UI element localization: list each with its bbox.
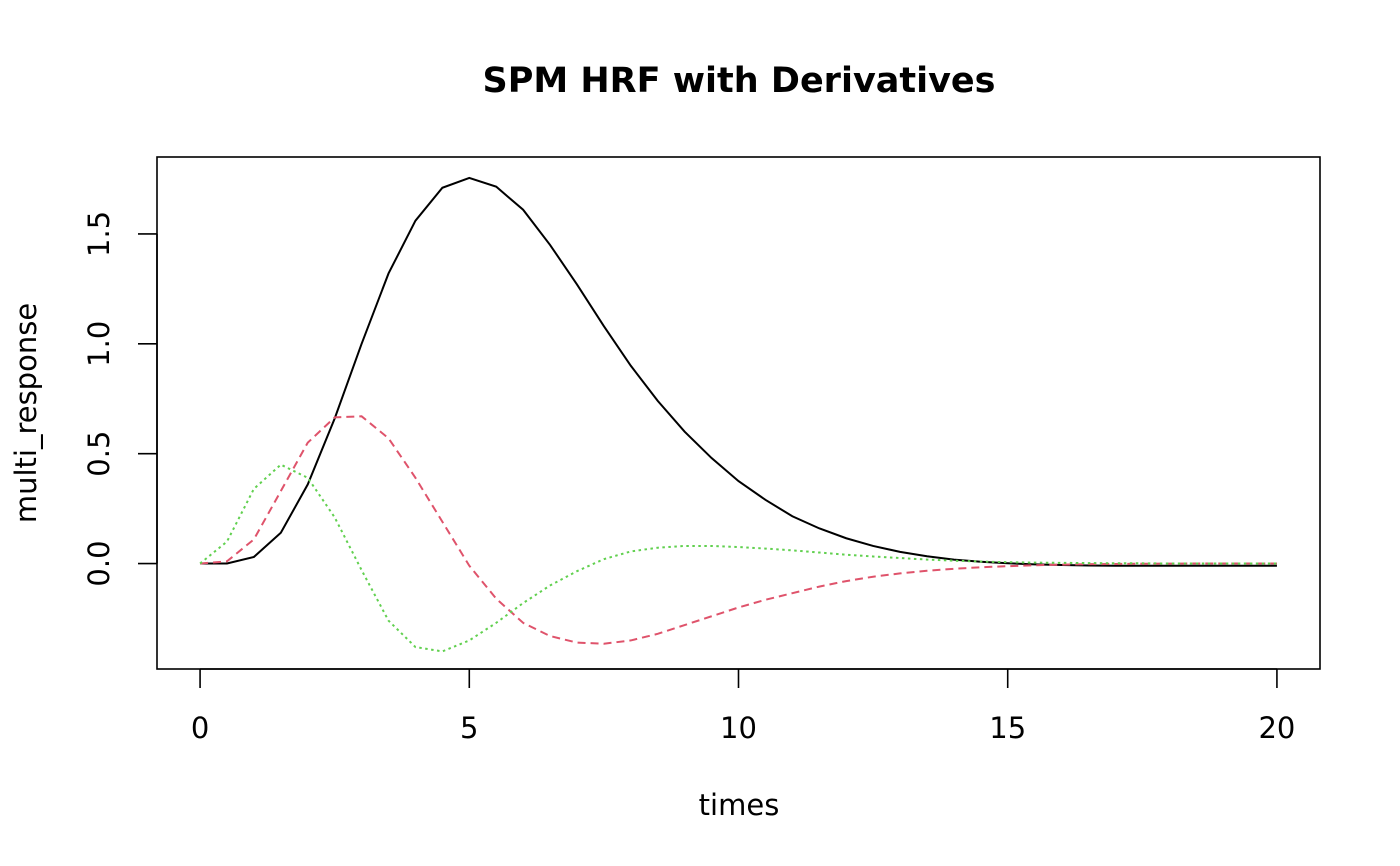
y-tick-label: 0.5	[82, 431, 116, 477]
series-line-3	[199, 463, 1277, 653]
x-axis: 0 5 10 15 20	[191, 668, 1295, 745]
chart-title: SPM HRF with Derivatives	[483, 61, 996, 101]
x-tick-label: 20	[1258, 711, 1295, 745]
x-tick-label: 5	[460, 711, 478, 745]
series-line-1	[200, 176, 1277, 567]
series-layer	[199, 176, 1277, 653]
y-tick-label: 1.0	[82, 321, 116, 367]
y-tick-label: 1.5	[82, 211, 116, 257]
series-line-2	[199, 415, 1277, 645]
x-tick-label: 10	[720, 711, 757, 745]
x-axis-title: times	[699, 788, 780, 822]
x-tick-label: 0	[191, 711, 209, 745]
plot-area-box	[156, 156, 1321, 670]
y-tick-label: 0.0	[82, 540, 116, 586]
y-axis: 0.0 0.5 1.0 1.5	[82, 211, 158, 587]
y-axis-title: multi_response	[9, 303, 43, 523]
x-tick-label: 15	[989, 711, 1026, 745]
